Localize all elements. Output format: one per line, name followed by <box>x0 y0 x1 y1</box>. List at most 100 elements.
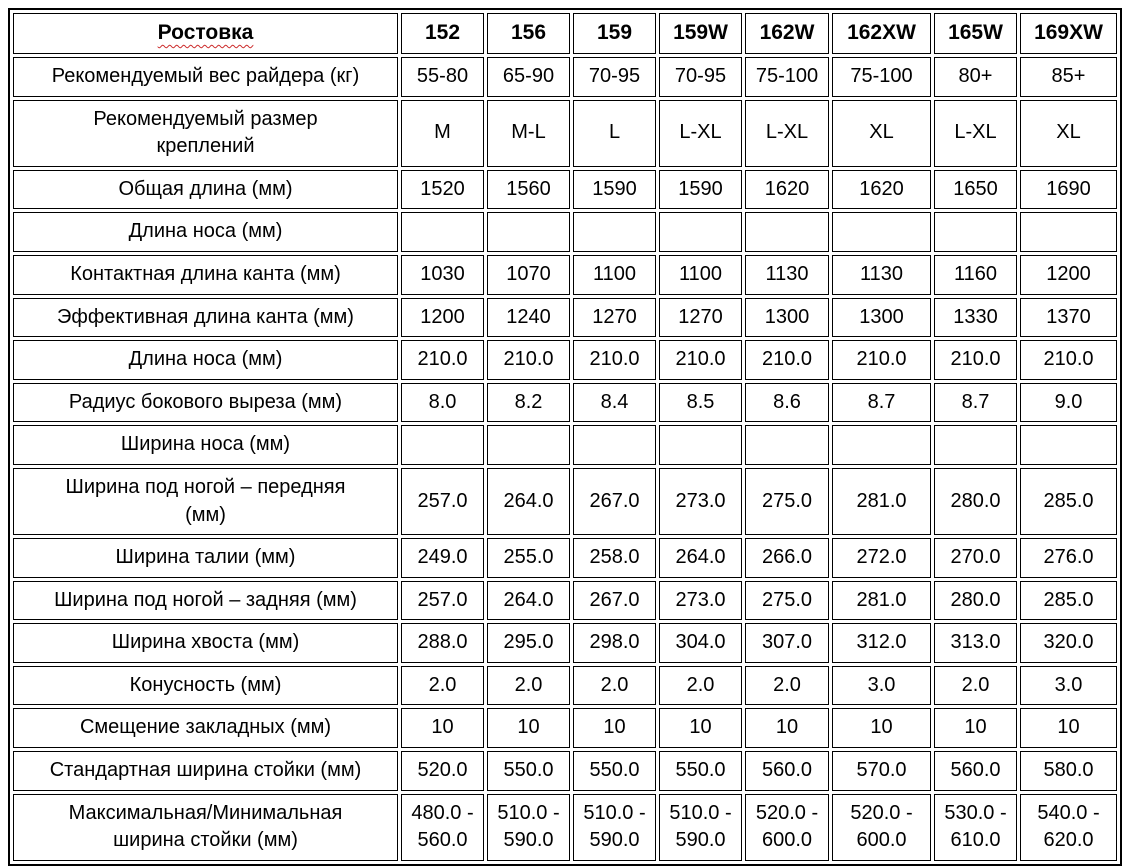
row-label: Рекомендуемый размер креплений <box>13 99 398 167</box>
row-label: Длина носа (мм) <box>13 212 398 252</box>
value-cell: 1330 <box>934 297 1017 338</box>
value-cell: 3.0 <box>1020 665 1117 706</box>
value-cell: 580.0 <box>1020 751 1117 791</box>
header-cell-rostovka: Ростовка <box>13 13 398 54</box>
value-cell: 80+ <box>934 56 1017 97</box>
value-cell: 281.0 <box>832 467 931 536</box>
value-cell: 264.0 <box>487 467 570 536</box>
value-cell: 1620 <box>745 169 829 210</box>
value-cell: 520.0 <box>401 751 484 791</box>
value-cell: 10 <box>401 708 484 749</box>
value-cell: 1030 <box>401 254 484 295</box>
value-cell: 1200 <box>401 297 484 338</box>
size-header: 159 <box>573 13 656 54</box>
header-row: Ростовка 152 156 159 159W 162W 162XW 165… <box>13 13 1117 54</box>
value-cell: 550.0 <box>487 751 570 791</box>
value-cell: 2.0 <box>659 665 742 706</box>
value-cell: 1100 <box>573 254 656 295</box>
value-cell <box>934 212 1017 252</box>
size-header: 162W <box>745 13 829 54</box>
value-cell: L-XL <box>745 99 829 167</box>
value-cell: 75-100 <box>745 56 829 97</box>
table-row: Ширина под ногой – задняя (мм) 257.0 264.0… <box>13 580 1117 621</box>
table-row: Радиус бокового выреза (мм) 8.0 8.2 8.4 8.5 8… <box>13 382 1117 423</box>
value-cell <box>487 425 570 465</box>
value-cell: 320.0 <box>1020 623 1117 663</box>
size-header: 165W <box>934 13 1017 54</box>
value-cell: 520.0 - 600.0 <box>832 793 931 861</box>
value-cell: 285.0 <box>1020 580 1117 621</box>
value-cell: 280.0 <box>934 467 1017 536</box>
value-cell: 2.0 <box>487 665 570 706</box>
value-cell: 312.0 <box>832 623 931 663</box>
value-cell <box>1020 425 1117 465</box>
value-cell: 8.4 <box>573 382 656 423</box>
value-cell: 264.0 <box>659 538 742 578</box>
table-row: Ширина под ногой – передняя (мм) 257.0 264… <box>13 467 1117 536</box>
value-cell: 10 <box>573 708 656 749</box>
value-cell: 275.0 <box>745 467 829 536</box>
value-cell: 8.7 <box>832 382 931 423</box>
value-cell: 1130 <box>745 254 829 295</box>
value-cell: 288.0 <box>401 623 484 663</box>
value-cell: 70-95 <box>573 56 656 97</box>
value-cell: 210.0 <box>573 340 656 380</box>
row-label: Рекомендуемый вес райдера (кг) <box>13 56 398 97</box>
snowboard-size-spec-table: Ростовка 152 156 159 159W 162W 162XW 165… <box>8 8 1122 866</box>
value-cell: L-XL <box>659 99 742 167</box>
table-row: Рекомендуемый размер креплений M M-L L L-XL L… <box>13 99 1117 167</box>
row-label: Контактная длина канта (мм) <box>13 254 398 295</box>
value-cell: 550.0 <box>659 751 742 791</box>
table-row: Конусность (мм) 2.0 2.0 2.0 2.0 2.0 3.0 2.0 3.0 <box>13 665 1117 706</box>
rostovka-label: Ростовка <box>157 21 254 44</box>
value-cell: 1070 <box>487 254 570 295</box>
value-cell: XL <box>832 99 931 167</box>
value-cell: 10 <box>1020 708 1117 749</box>
row-label: Конусность (мм) <box>13 665 398 706</box>
value-cell: 65-90 <box>487 56 570 97</box>
size-header: 159W <box>659 13 742 54</box>
row-label: Смещение закладных (мм) <box>13 708 398 749</box>
value-cell <box>1020 212 1117 252</box>
value-cell: 258.0 <box>573 538 656 578</box>
value-cell: 307.0 <box>745 623 829 663</box>
value-cell: 281.0 <box>832 580 931 621</box>
value-cell: 280.0 <box>934 580 1017 621</box>
value-cell: 8.7 <box>934 382 1017 423</box>
table-row: Смещение закладных (мм) 10 10 10 10 10 10 10 10 <box>13 708 1117 749</box>
value-cell: 1620 <box>832 169 931 210</box>
value-cell <box>745 425 829 465</box>
value-cell: 210.0 <box>659 340 742 380</box>
row-label: Ширина хвоста (мм) <box>13 623 398 663</box>
value-cell: 1300 <box>832 297 931 338</box>
value-cell: 210.0 <box>487 340 570 380</box>
value-cell: 285.0 <box>1020 467 1117 536</box>
size-header: 169XW <box>1020 13 1117 54</box>
value-cell: 480.0 - 560.0 <box>401 793 484 861</box>
value-cell: 8.6 <box>745 382 829 423</box>
value-cell <box>573 425 656 465</box>
table-row: Общая длина (мм) 1520 1560 1590 1590 1620 1620… <box>13 169 1117 210</box>
row-label: Ширина под ногой – задняя (мм) <box>13 580 398 621</box>
value-cell: 85+ <box>1020 56 1117 97</box>
table-row: Рекомендуемый вес райдера (кг) 55-80 65-90… <box>13 56 1117 97</box>
value-cell: 70-95 <box>659 56 742 97</box>
value-cell: 264.0 <box>487 580 570 621</box>
value-cell: 75-100 <box>832 56 931 97</box>
size-header: 152 <box>401 13 484 54</box>
value-cell: 267.0 <box>573 580 656 621</box>
value-cell: 267.0 <box>573 467 656 536</box>
row-label: Общая длина (мм) <box>13 169 398 210</box>
value-cell: 10 <box>832 708 931 749</box>
table-row: Эффективная длина канта (мм) 1200 1240 1270… <box>13 297 1117 338</box>
value-cell: 3.0 <box>832 665 931 706</box>
value-cell: M <box>401 99 484 167</box>
value-cell: 55-80 <box>401 56 484 97</box>
value-cell <box>573 212 656 252</box>
value-cell: 1240 <box>487 297 570 338</box>
value-cell: L <box>573 99 656 167</box>
row-label: Ширина под ногой – передняя (мм) <box>13 467 398 536</box>
value-cell: 2.0 <box>934 665 1017 706</box>
value-cell: 1560 <box>487 169 570 210</box>
row-label: Длина носа (мм) <box>13 340 398 380</box>
